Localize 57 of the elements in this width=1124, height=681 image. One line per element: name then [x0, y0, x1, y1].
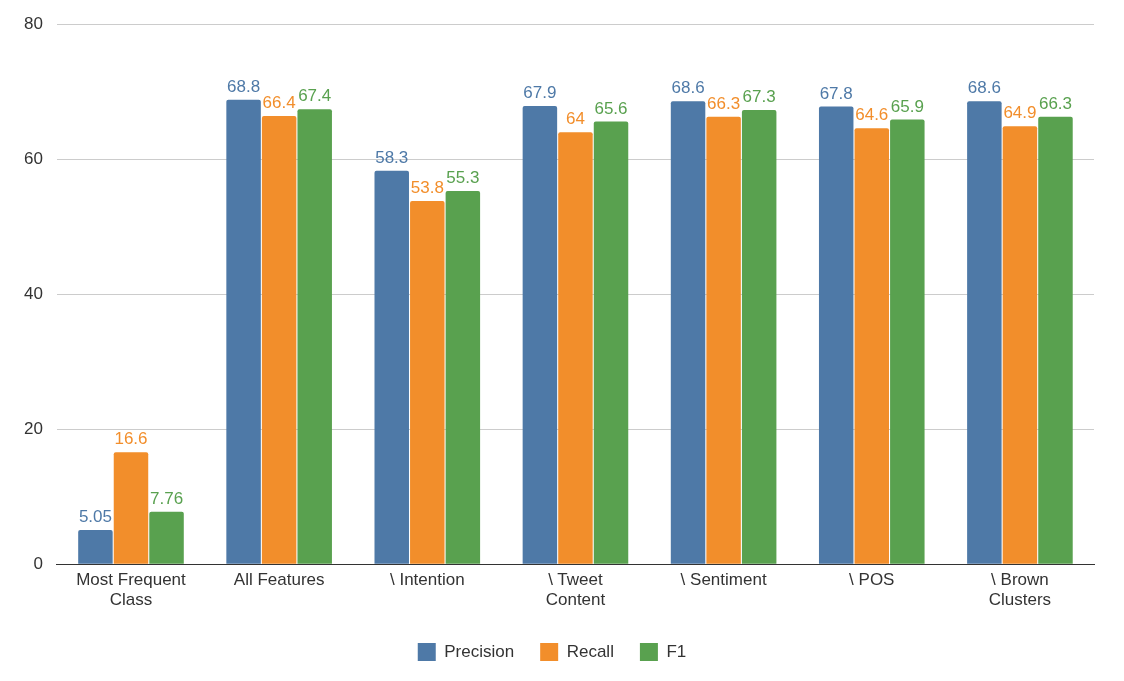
data-label: 68.8: [227, 76, 261, 96]
x-tick-label: \ Brown Clusters: [988, 570, 1052, 610]
data-label: 66.4: [262, 93, 296, 113]
bar: [226, 99, 261, 564]
legend-label: Precision: [444, 641, 515, 661]
data-label: 7.76: [150, 489, 184, 509]
x-tick-label: \ Sentiment: [680, 570, 767, 590]
bar: [890, 119, 925, 564]
data-label: 68.6: [671, 78, 705, 98]
data-label: 64: [565, 109, 585, 129]
data-label: 65.6: [594, 98, 628, 118]
bar: [445, 190, 481, 564]
y-tick-label: 20: [23, 418, 43, 438]
bar: [1038, 116, 1073, 564]
y-tick-label: 40: [23, 283, 43, 303]
bar: [113, 452, 149, 564]
x-tick-label: \ POS: [849, 570, 895, 590]
data-label: 67.4: [298, 86, 332, 106]
bar: [149, 511, 184, 564]
bar: [1002, 126, 1038, 564]
y-tick-label: 0: [33, 553, 43, 573]
y-tick-label: 60: [23, 148, 43, 168]
legend-label: Recall: [566, 641, 614, 661]
data-label: 64.6: [855, 105, 889, 125]
x-tick-label: All Features: [233, 570, 325, 590]
data-label: 67.3: [742, 87, 776, 107]
data-label: 16.6: [114, 429, 148, 449]
data-label: 65.9: [890, 96, 924, 116]
bar: [741, 109, 777, 564]
bar: [558, 132, 593, 564]
bar: [967, 101, 1002, 564]
x-tick-label: \ Tweet Content: [545, 570, 606, 610]
bar: [78, 530, 113, 564]
bar: [374, 170, 409, 564]
data-label: 66.3: [1038, 93, 1073, 113]
legend-label: F1: [666, 641, 687, 661]
bar: [854, 128, 890, 564]
bar: [261, 116, 297, 564]
data-label: 67.9: [523, 83, 557, 103]
data-label: 68.6: [967, 78, 1001, 98]
x-tick-label: \ Intention: [389, 570, 465, 590]
data-label: 64.9: [1003, 103, 1037, 123]
bar: [818, 106, 854, 564]
x-tick-label: Most Frequent Class: [76, 570, 187, 610]
y-tick-label: 80: [23, 13, 43, 33]
bar: [593, 121, 629, 564]
bar: [670, 101, 706, 564]
data-label: 53.8: [410, 178, 444, 198]
bar: [410, 201, 445, 564]
bar: [706, 116, 741, 564]
data-label: 58.3: [375, 147, 409, 167]
bar: [297, 109, 332, 564]
data-label: 55.3: [446, 168, 480, 188]
bar: [522, 105, 558, 564]
data-label: 67.8: [819, 83, 853, 103]
data-label: 5.05: [78, 507, 112, 527]
data-label: 66.3: [707, 93, 741, 113]
